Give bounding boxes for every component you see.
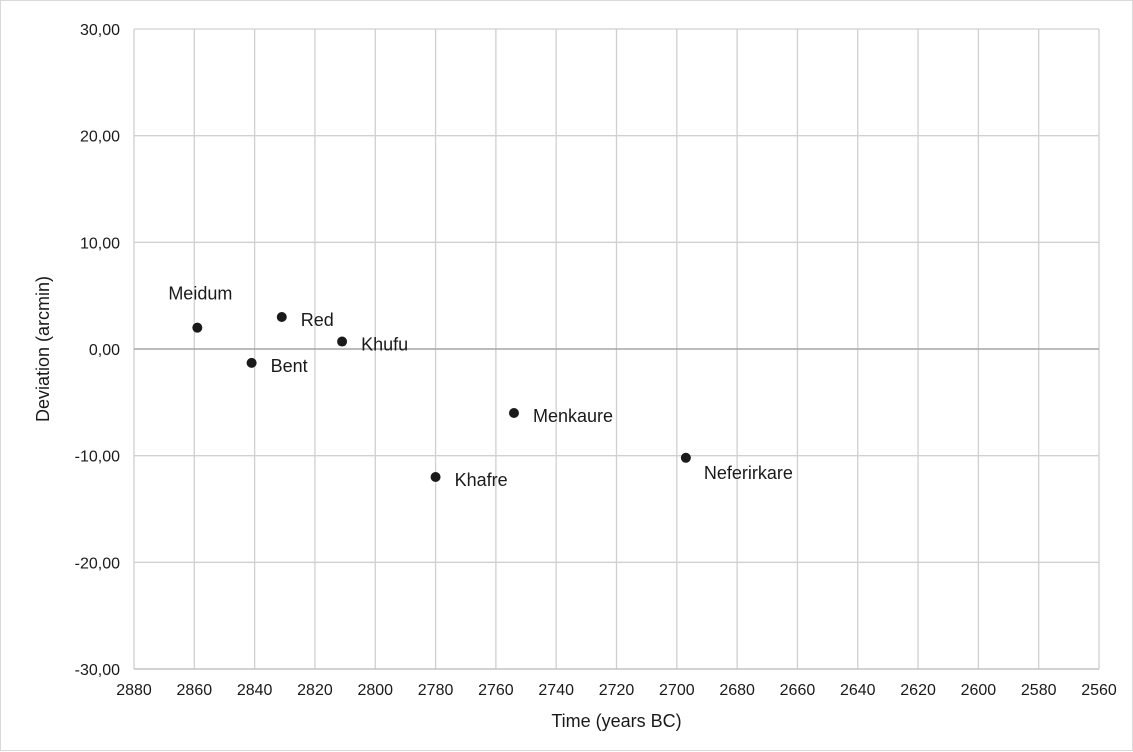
y-tick-label: 30,00 bbox=[80, 22, 120, 39]
x-tick-label: 2620 bbox=[900, 682, 936, 699]
y-tick-label: 0,00 bbox=[89, 342, 120, 359]
data-point-menkaure bbox=[508, 408, 519, 418]
x-tick-label: 2640 bbox=[840, 682, 876, 699]
y-tick-label: -20,00 bbox=[75, 555, 120, 572]
data-points bbox=[192, 312, 691, 482]
data-point-bent bbox=[246, 357, 257, 368]
y-tick-label: 20,00 bbox=[80, 129, 120, 146]
x-tick-label: 2740 bbox=[538, 682, 574, 699]
x-tick-label: 2880 bbox=[116, 682, 152, 699]
x-tick-label: 2580 bbox=[1021, 682, 1057, 699]
x-tick-label: 2680 bbox=[719, 682, 755, 699]
x-tick-label: 2860 bbox=[177, 682, 213, 699]
y-tick-label: 10,00 bbox=[80, 235, 120, 252]
x-tick-label: 2800 bbox=[357, 682, 393, 699]
x-tick-label: 2820 bbox=[297, 682, 333, 699]
x-tick-label: 2780 bbox=[418, 682, 454, 699]
x-tick-label: 2560 bbox=[1081, 682, 1117, 699]
tick-labels: 2880 2860 2840 2820 2800 2780 2760 2740 2720 2700… bbox=[75, 22, 1117, 699]
y-tick-label: -30,00 bbox=[75, 662, 120, 679]
data-point-red bbox=[276, 312, 287, 322]
point-label-khufu: Khufu bbox=[361, 335, 408, 355]
point-labels: Meidum Bent Red Khufu Khafre Menkaure Neferirk… bbox=[168, 284, 793, 490]
data-point-khufu bbox=[337, 336, 348, 347]
x-axis-title: Time (years BC) bbox=[551, 711, 681, 731]
point-label-menkaure: Menkaure bbox=[533, 406, 613, 426]
data-point-khafre bbox=[430, 472, 441, 482]
data-point-neferirkare bbox=[680, 452, 691, 463]
x-tick-label: 2660 bbox=[780, 682, 816, 699]
x-tick-label: 2840 bbox=[237, 682, 273, 699]
point-label-meidum: Meidum bbox=[168, 284, 232, 304]
x-tick-label: 2600 bbox=[961, 682, 997, 699]
x-tick-label: 2700 bbox=[659, 682, 695, 699]
x-tick-label: 2760 bbox=[478, 682, 514, 699]
y-tick-label: -10,00 bbox=[75, 449, 120, 466]
data-point-meidum bbox=[192, 322, 203, 333]
y-axis-title: Deviation (arcmin) bbox=[33, 276, 53, 422]
point-label-khafre: Khafre bbox=[455, 470, 508, 490]
x-tick-label: 2720 bbox=[599, 682, 635, 699]
point-label-neferirkare: Neferirkare bbox=[704, 463, 793, 483]
point-label-bent: Bent bbox=[271, 356, 308, 376]
point-label-red: Red bbox=[301, 310, 334, 330]
gridlines bbox=[133, 28, 1100, 670]
